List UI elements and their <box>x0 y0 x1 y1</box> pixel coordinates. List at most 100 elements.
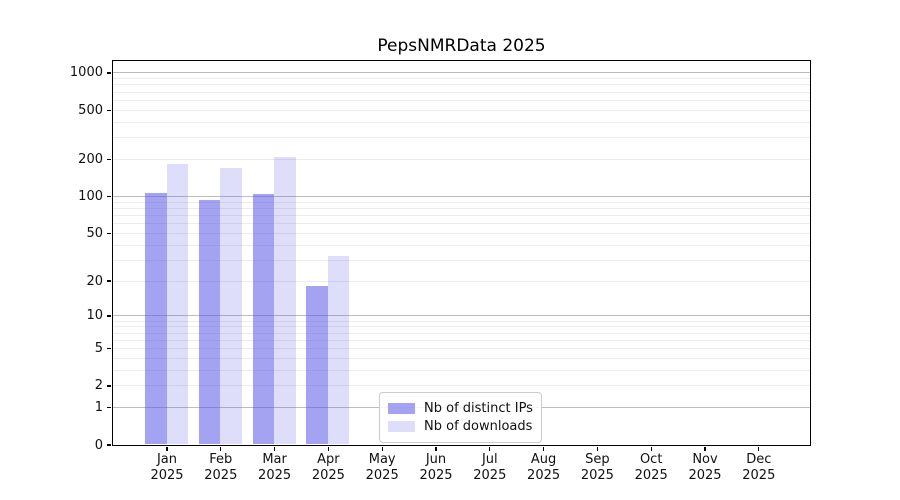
minor-gridline <box>112 223 810 225</box>
minor-gridline <box>112 214 810 216</box>
x-tick-year: 2025 <box>688 468 722 483</box>
y-axis-tick-label: 0 <box>94 437 103 453</box>
bar-nb-of-distinct-ips-mar <box>252 193 275 445</box>
x-axis-tick <box>435 446 437 451</box>
minor-gridline <box>112 244 810 246</box>
x-axis-tick <box>489 446 491 451</box>
bar-nb-of-distinct-ips-feb <box>198 200 221 445</box>
x-axis-tick <box>327 446 330 451</box>
x-tick-month: Nov <box>692 452 718 467</box>
x-axis-tick-label: May 2025 <box>352 452 412 484</box>
x-axis-tick-label: Apr 2025 <box>298 452 358 484</box>
x-tick-month: Jun <box>425 452 447 467</box>
x-tick-month: Mar <box>262 452 287 467</box>
x-tick-month: Sep <box>585 452 610 467</box>
x-tick-year: 2025 <box>258 468 292 483</box>
minor-gridline <box>112 91 810 93</box>
minor-gridline <box>112 326 810 328</box>
minor-gridline <box>112 348 810 349</box>
x-axis-tick <box>758 446 760 451</box>
x-axis-tick <box>166 446 168 451</box>
bar-nb-of-downloads-mar <box>274 157 296 445</box>
minor-gridline <box>112 84 810 86</box>
minor-gridline <box>112 385 810 387</box>
legend-label-downloads: Nb of downloads <box>424 419 533 434</box>
legend-item-distinct-ips: Nb of distinct IPs <box>388 400 533 417</box>
x-axis-tick-label: Nov 2025 <box>675 452 735 484</box>
x-tick-year: 2025 <box>365 468 399 483</box>
x-axis-tick <box>381 446 383 451</box>
legend-item-downloads: Nb of downloads <box>388 418 533 435</box>
bar-nb-of-downloads-jan <box>166 163 188 445</box>
x-axis-tick-label: Mar 2025 <box>245 452 305 484</box>
y-axis-tick <box>107 109 111 111</box>
x-tick-year: 2025 <box>311 468 345 483</box>
minor-gridline <box>112 158 810 160</box>
minor-gridline <box>112 137 810 139</box>
legend: Nb of distinct IPs Nb of downloads <box>379 392 542 443</box>
legend-label-distinct-ips: Nb of distinct IPs <box>424 401 533 416</box>
chart-title: PepsNMRData 2025 <box>377 36 546 56</box>
x-tick-year: 2025 <box>527 468 561 483</box>
y-axis-tick <box>107 347 111 350</box>
y-axis-tick-label: 10 <box>86 308 103 324</box>
plot-area <box>111 59 811 446</box>
minor-gridline <box>112 99 810 101</box>
x-tick-year: 2025 <box>473 468 507 483</box>
x-tick-month: Jan <box>156 452 178 467</box>
x-tick-month: Feb <box>209 452 233 467</box>
bar-nb-of-downloads-apr <box>327 256 350 445</box>
x-axis-tick <box>542 446 545 451</box>
minor-gridline <box>112 207 810 209</box>
x-axis-tick <box>273 446 276 451</box>
major-gridline <box>112 72 810 74</box>
y-axis-tick-label: 100 <box>78 188 103 204</box>
y-axis-tick <box>107 385 111 387</box>
y-axis-tick-label: 20 <box>86 273 103 289</box>
x-axis-tick-label: Jul 2025 <box>460 452 520 484</box>
bar-nb-of-distinct-ips-jan <box>145 192 167 445</box>
y-axis-tick-label: 500 <box>78 102 103 118</box>
x-axis-tick-label: Jan 2025 <box>137 452 197 484</box>
x-axis-tick-label: Sep 2025 <box>567 452 627 484</box>
minor-gridline <box>112 332 810 334</box>
y-axis-tick-label: 50 <box>86 225 103 241</box>
x-tick-year: 2025 <box>419 468 453 483</box>
x-axis-tick-label: Feb 2025 <box>191 452 251 484</box>
x-tick-month: Oct <box>639 452 663 467</box>
x-axis-tick-label: Oct 2025 <box>621 452 681 484</box>
minor-gridline <box>112 339 810 341</box>
minor-gridline <box>112 369 810 371</box>
x-tick-month: Apr <box>317 452 340 467</box>
x-tick-month: Jul <box>481 452 498 467</box>
minor-gridline <box>112 78 810 80</box>
legend-swatch-downloads <box>388 421 415 432</box>
y-axis-tick-label: 200 <box>78 151 103 167</box>
minor-gridline <box>112 201 810 203</box>
y-axis-tick-label: 1 <box>94 400 103 416</box>
x-tick-year: 2025 <box>580 468 614 483</box>
major-gridline <box>112 315 810 317</box>
y-axis-tick <box>107 406 111 409</box>
major-gridline <box>112 195 810 197</box>
x-axis-tick-label: Aug 2025 <box>514 452 574 484</box>
x-axis-tick-label: Dec 2025 <box>729 452 789 484</box>
minor-gridline <box>112 320 810 322</box>
x-tick-year: 2025 <box>742 468 776 483</box>
bar-nb-of-downloads-feb <box>220 167 242 445</box>
x-tick-year: 2025 <box>204 468 238 483</box>
x-axis-tick-label: Jun 2025 <box>406 452 466 484</box>
minor-gridline <box>112 109 810 111</box>
minor-gridline <box>112 232 810 234</box>
y-axis-tick <box>107 195 111 198</box>
minor-gridline <box>112 357 810 359</box>
y-axis-tick <box>107 72 111 74</box>
y-axis-tick-label: 5 <box>94 341 103 356</box>
y-axis-tick <box>107 158 111 161</box>
x-tick-year: 2025 <box>150 468 184 483</box>
minor-gridline <box>112 121 810 123</box>
minor-gridline <box>112 280 810 282</box>
x-axis-tick <box>650 446 652 451</box>
x-tick-year: 2025 <box>634 468 668 483</box>
